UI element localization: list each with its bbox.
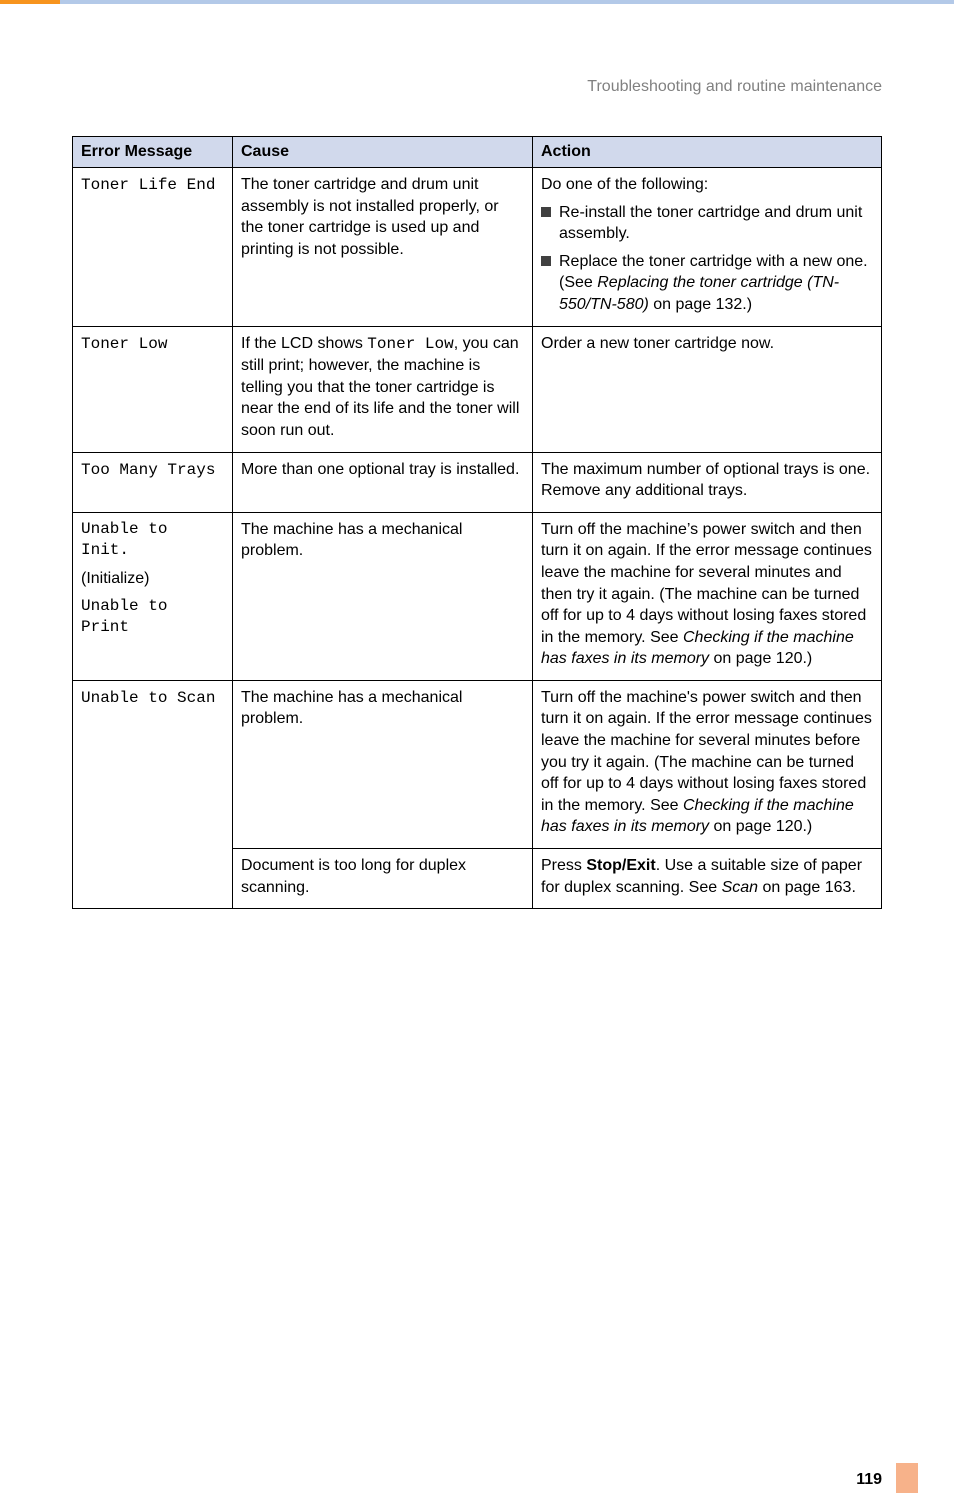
col-header-error: Error Message — [73, 137, 233, 168]
col-header-cause: Cause — [233, 137, 533, 168]
section-title: Troubleshooting and routine maintenance — [72, 78, 882, 96]
content-area: Error Message Cause Action Toner Life En… — [0, 136, 954, 909]
table-row: Unable to Scan The machine has a mechani… — [73, 680, 882, 848]
text-post: on page 120.) — [709, 818, 812, 835]
bullet-icon — [541, 207, 551, 217]
table-row: Unable to Init. (Initialize) Unable to P… — [73, 512, 882, 680]
error-table: Error Message Cause Action Toner Life En… — [72, 136, 882, 909]
cell-error-msg: Too Many Trays — [73, 452, 233, 512]
action-item: Re-install the toner cartridge and drum … — [541, 202, 873, 245]
cell-action: The maximum number of optional trays is … — [533, 452, 882, 512]
text-bold: Stop/Exit — [586, 857, 655, 874]
text-italic: Scan — [722, 879, 758, 896]
cell-action: Turn off the machine’s power switch and … — [533, 512, 882, 680]
cell-cause: If the LCD shows Toner Low, you can stil… — [233, 326, 533, 452]
action-text: Replace the toner cartridge with a new o… — [559, 251, 873, 316]
error-code: Unable to Print — [81, 596, 224, 639]
cell-action: Turn off the machine's power switch and … — [533, 680, 882, 848]
col-header-action: Action — [533, 137, 882, 168]
footer: 119 — [0, 1449, 954, 1489]
text-pre: Press — [541, 857, 586, 874]
text-pre: Turn off the machine’s power switch and … — [541, 521, 872, 646]
action-text: Re-install the toner cartridge and drum … — [559, 202, 873, 245]
side-tab — [896, 1463, 918, 1493]
table-header-row: Error Message Cause Action — [73, 137, 882, 168]
table-row: Too Many Trays More than one optional tr… — [73, 452, 882, 512]
top-accent-bar — [0, 0, 954, 8]
text-post: on page 163. — [758, 879, 856, 896]
error-note: (Initialize) — [81, 568, 224, 590]
page-root: Troubleshooting and routine maintenance … — [0, 0, 954, 1489]
table-row: Toner Life End The toner cartridge and d… — [73, 168, 882, 327]
inline-code: Toner Low — [367, 335, 453, 353]
accent-orange — [0, 0, 60, 4]
error-code: Unable to Scan — [81, 689, 215, 707]
text-pre: If the LCD shows — [241, 335, 367, 352]
error-code: Toner Life End — [81, 176, 215, 194]
bullet-icon — [541, 256, 551, 266]
cell-cause: More than one optional tray is installed… — [233, 452, 533, 512]
cell-action: Order a new toner cartridge now. — [533, 326, 882, 452]
cell-cause: The toner cartridge and drum unit assemb… — [233, 168, 533, 327]
cell-error-msg: Toner Life End — [73, 168, 233, 327]
text-post: on page 132.) — [649, 296, 752, 313]
cell-action: Press Stop/Exit. Use a suitable size of … — [533, 849, 882, 909]
cell-action: Do one of the following: Re-install the … — [533, 168, 882, 327]
action-lead: Do one of the following: — [541, 174, 873, 196]
cell-cause: Document is too long for duplex scanning… — [233, 849, 533, 909]
error-code: Too Many Trays — [81, 461, 215, 479]
table-row: Toner Low If the LCD shows Toner Low, yo… — [73, 326, 882, 452]
action-list: Re-install the toner cartridge and drum … — [541, 202, 873, 316]
cell-cause: The machine has a mechanical problem. — [233, 512, 533, 680]
cell-error-msg: Toner Low — [73, 326, 233, 452]
header-area: Troubleshooting and routine maintenance — [0, 8, 954, 96]
error-code: Toner Low — [81, 335, 167, 353]
cell-error-msg: Unable to Scan — [73, 680, 233, 908]
accent-blue — [60, 0, 954, 4]
text-post: on page 120.) — [709, 650, 812, 667]
page-number: 119 — [856, 1471, 882, 1489]
cell-error-msg: Unable to Init. (Initialize) Unable to P… — [73, 512, 233, 680]
action-item: Replace the toner cartridge with a new o… — [541, 251, 873, 316]
cell-cause: The machine has a mechanical problem. — [233, 680, 533, 848]
text-pre: Turn off the machine's power switch and … — [541, 689, 872, 814]
error-code: Unable to Init. — [81, 519, 224, 562]
